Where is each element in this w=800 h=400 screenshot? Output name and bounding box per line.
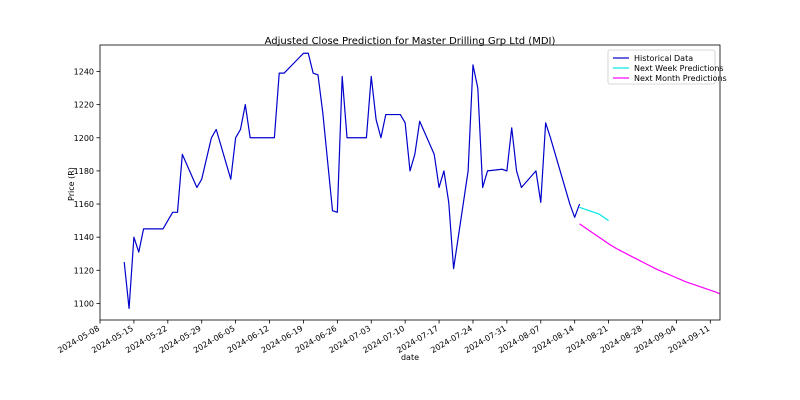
y-tick-label: 1100 xyxy=(74,299,94,308)
y-tick-label: 1120 xyxy=(74,266,94,275)
series-line-2 xyxy=(579,223,721,295)
y-tick-label: 1200 xyxy=(74,134,94,143)
x-axis-label: date xyxy=(401,353,419,362)
y-tick-label: 1160 xyxy=(74,200,94,209)
y-tick-label: 1140 xyxy=(74,233,94,242)
legend-label: Next Week Predictions xyxy=(634,64,724,73)
plot-area xyxy=(123,52,721,309)
y-axis-label: Price (R) xyxy=(67,167,76,201)
plot-frame xyxy=(99,44,721,321)
y-tick-label: 1220 xyxy=(74,101,94,110)
y-tick-label: 1180 xyxy=(74,167,94,176)
legend-label: Historical Data xyxy=(634,54,693,63)
legend-label: Next Month Predictions xyxy=(634,74,727,83)
x-axis: 2024-05-082024-05-152024-05-222024-05-29… xyxy=(56,320,711,355)
series-line-1 xyxy=(579,206,609,222)
chart-title: Adjusted Close Prediction for Master Dri… xyxy=(265,36,556,47)
legend-box xyxy=(607,49,716,85)
y-axis: 1100 1120 1140 1160 1180 1200 1220 1240 xyxy=(74,68,100,308)
y-tick-label: 1240 xyxy=(74,68,94,77)
series-line-0 xyxy=(123,52,581,309)
